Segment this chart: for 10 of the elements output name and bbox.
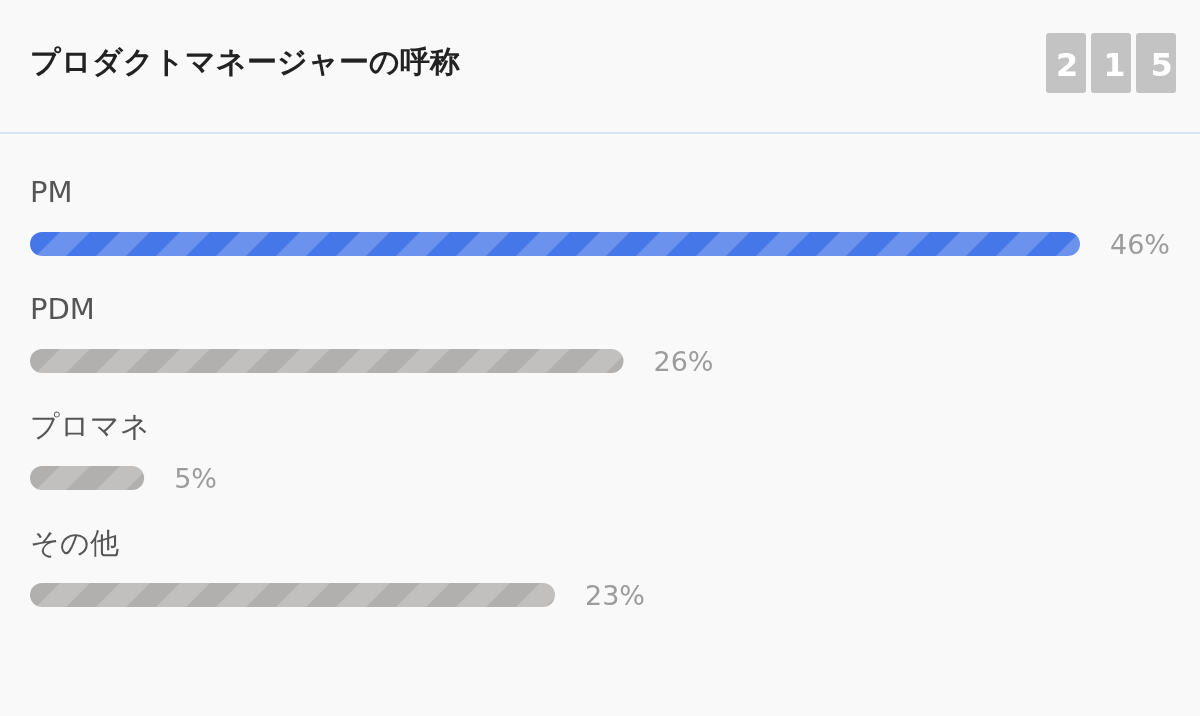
chart-title: プロダクトマネージャーの呼称 — [30, 44, 460, 79]
data-label: 5% — [174, 463, 217, 494]
data-label: 23% — [585, 580, 646, 611]
y-tick-label: その他 — [30, 526, 119, 560]
annotation: 215 — [1046, 33, 1198, 93]
data-label: 26% — [653, 346, 714, 377]
y-tick-label: PDM — [30, 292, 95, 326]
y-tick-label: PM — [30, 175, 73, 209]
y-tick-label: プロマネ — [30, 409, 150, 443]
data-label: 46% — [1110, 229, 1171, 260]
